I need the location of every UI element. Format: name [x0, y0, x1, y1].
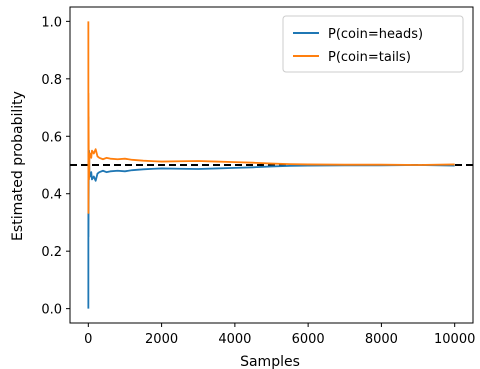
- x-tick-label: 8000: [365, 332, 398, 347]
- y-tick-label: 0.0: [41, 303, 62, 318]
- x-tick-label: 6000: [292, 332, 325, 347]
- y-tick-label: 0.2: [41, 245, 62, 260]
- legend-label-1: P(coin=tails): [328, 50, 411, 65]
- y-tick-label: 0.6: [41, 130, 62, 145]
- y-tick-label: 1.0: [41, 15, 62, 30]
- y-axis-title: Estimated probability: [10, 91, 26, 241]
- x-tick-label: 2000: [145, 332, 178, 347]
- legend-label-0: P(coin=heads): [328, 27, 423, 42]
- x-tick-label: 0: [84, 332, 92, 347]
- legend: P(coin=heads) P(coin=tails): [282, 15, 464, 73]
- x-tick-label: 10000: [434, 332, 475, 347]
- x-tick-label: 4000: [218, 332, 251, 347]
- series-layer: [87, 21, 455, 309]
- axes-layer: 0 2000 4000 6000 8000 10000 0.0 0.2 0.4 0.6 0.8 1.0: [41, 6, 475, 347]
- series-line-1: [87, 21, 455, 214]
- plot-frame: [69, 6, 474, 324]
- x-axis-title: Samples: [240, 354, 300, 369]
- y-tick-label: 0.4: [41, 188, 62, 203]
- y-tick-label: 0.8: [41, 73, 62, 88]
- legend-box: [282, 15, 464, 73]
